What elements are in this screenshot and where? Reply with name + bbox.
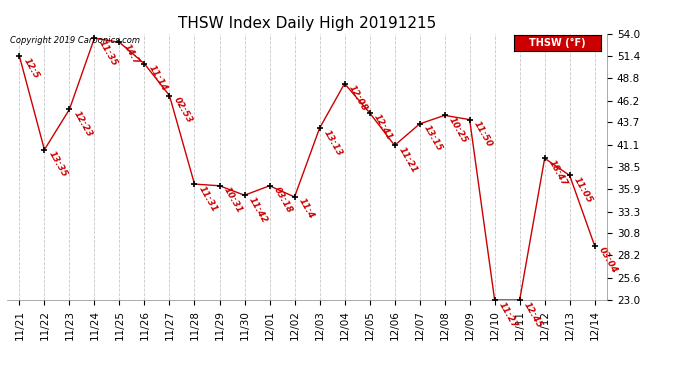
Text: 11:50: 11:50 [472,120,494,149]
Text: 03:04: 03:04 [597,246,619,275]
Text: 14:7: 14:7 [121,42,141,66]
Text: 12:41: 12:41 [372,113,394,142]
Text: 11:21: 11:21 [397,146,419,175]
Text: 13:35: 13:35 [46,150,68,179]
Text: Copyright 2019 Carbonics.com: Copyright 2019 Carbonics.com [10,36,140,45]
Text: 03:18: 03:18 [272,186,294,215]
Text: 13:13: 13:13 [322,128,344,158]
Text: 10:25: 10:25 [446,116,469,145]
Text: 11:42: 11:42 [246,195,268,225]
Text: 11:27: 11:27 [497,300,519,329]
Text: 11:4: 11:4 [297,197,315,221]
Text: 11:35: 11:35 [97,38,119,68]
Text: 12:23: 12:23 [72,110,94,139]
Text: 11:31: 11:31 [197,184,219,213]
Text: 12:45: 12:45 [522,300,544,329]
Text: 12:5: 12:5 [21,56,41,80]
Text: 02:53: 02:53 [172,96,194,125]
Text: 12:08: 12:08 [346,84,368,113]
Text: 18:47: 18:47 [546,158,569,188]
Title: THSW Index Daily High 20191215: THSW Index Daily High 20191215 [178,16,436,31]
Text: 11:05: 11:05 [572,176,594,205]
Text: 10:31: 10:31 [221,186,244,215]
Text: 13:15: 13:15 [422,124,444,153]
Text: 11:14: 11:14 [146,64,168,93]
